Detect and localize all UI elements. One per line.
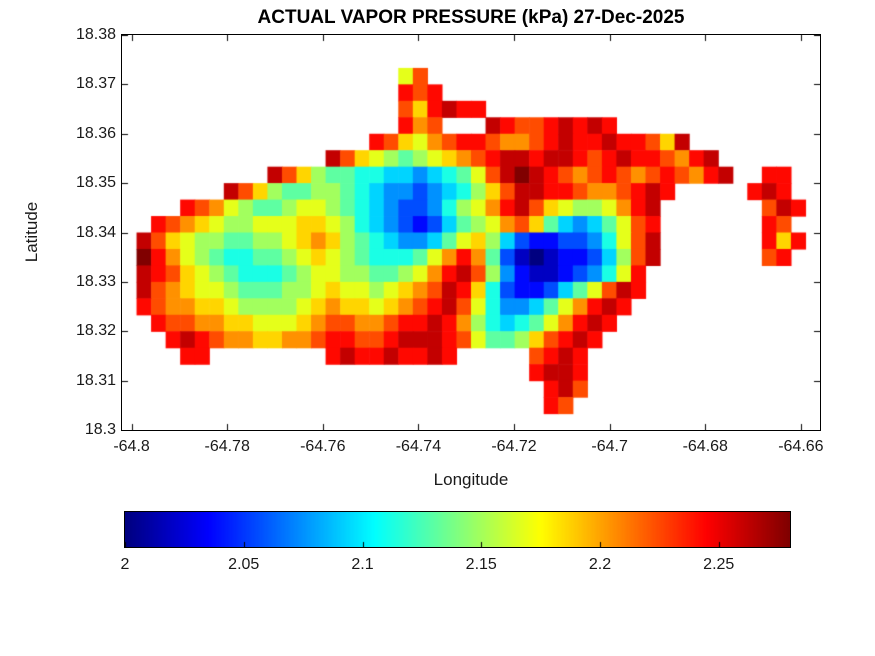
colorbar-tick-label: 2.2 bbox=[588, 556, 612, 573]
y-tick-label: 18.35 bbox=[75, 174, 116, 192]
x-tick-label: -64.78 bbox=[204, 438, 250, 455]
x-tick-label: -64.66 bbox=[778, 438, 824, 455]
colorbar-canvas bbox=[125, 512, 790, 547]
colorbar-tick-label: 2.1 bbox=[351, 556, 374, 573]
x-tick-label: -64.8 bbox=[113, 438, 150, 455]
colorbar-tick-label: 2.05 bbox=[228, 556, 260, 573]
x-tick-label: -64.7 bbox=[591, 438, 628, 455]
y-tick-label: 18.37 bbox=[75, 75, 116, 93]
heatmap-canvas bbox=[122, 35, 820, 430]
x-tick-label: -64.74 bbox=[395, 438, 442, 455]
colorbar bbox=[124, 511, 791, 548]
y-tick-label: 18.32 bbox=[75, 322, 116, 340]
x-tick-label: -64.68 bbox=[682, 438, 728, 455]
y-tick-label: 18.34 bbox=[75, 223, 116, 241]
x-tick-label: -64.76 bbox=[300, 438, 346, 455]
x-tick-label: -64.72 bbox=[491, 438, 537, 455]
y-axis-label: Latitude bbox=[22, 201, 41, 263]
colorbar-tick-label: 2.15 bbox=[465, 556, 497, 573]
y-tick-label: 18.36 bbox=[75, 124, 116, 142]
colorbar-tick-label: 2 bbox=[120, 556, 130, 573]
y-tick-label: 18.3 bbox=[84, 421, 116, 438]
y-tick-label: 18.31 bbox=[75, 371, 116, 389]
y-tick-label: 18.38 bbox=[75, 26, 116, 43]
colorbar-tick-label: 2.25 bbox=[703, 556, 735, 573]
plot-area bbox=[121, 34, 821, 431]
x-axis-label: Longitude bbox=[433, 470, 509, 489]
chart-title: ACTUAL VAPOR PRESSURE (kPa) 27-Dec-2025 bbox=[257, 7, 685, 28]
y-tick-label: 18.33 bbox=[75, 272, 116, 290]
